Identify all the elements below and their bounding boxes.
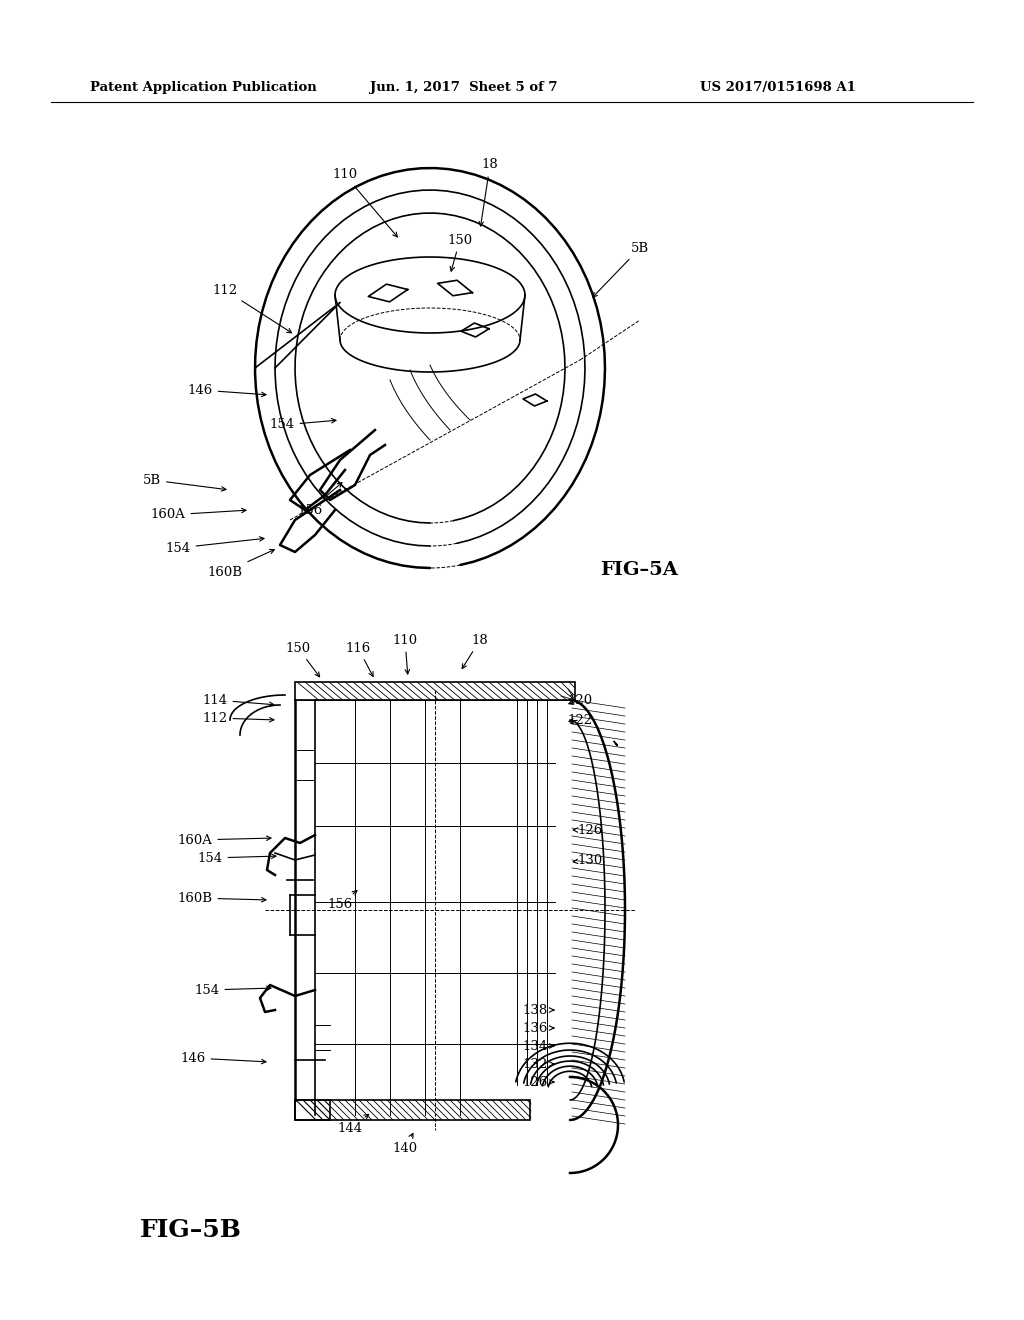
Text: 136: 136 <box>522 1022 554 1035</box>
Text: Patent Application Publication: Patent Application Publication <box>90 82 316 95</box>
Bar <box>295 1100 330 1119</box>
Text: 154: 154 <box>198 851 276 865</box>
Text: 114: 114 <box>203 693 274 706</box>
Text: 130: 130 <box>573 854 603 866</box>
Text: 154: 154 <box>166 537 264 554</box>
Text: 120: 120 <box>567 693 593 706</box>
Text: US 2017/0151698 A1: US 2017/0151698 A1 <box>700 82 856 95</box>
Text: FIG–5A: FIG–5A <box>600 561 678 579</box>
Text: 112: 112 <box>203 711 274 725</box>
Text: 112: 112 <box>212 284 292 333</box>
Text: 18: 18 <box>479 158 499 226</box>
Text: 150: 150 <box>286 642 319 677</box>
Text: Jun. 1, 2017  Sheet 5 of 7: Jun. 1, 2017 Sheet 5 of 7 <box>370 82 557 95</box>
Text: 144: 144 <box>338 1114 369 1134</box>
Text: FIG–5B: FIG–5B <box>140 1218 242 1242</box>
Text: 132: 132 <box>522 1057 554 1071</box>
Text: 160A: 160A <box>151 508 246 521</box>
Text: 160B: 160B <box>177 891 266 904</box>
Text: 160A: 160A <box>177 833 271 846</box>
Text: 150: 150 <box>447 234 472 271</box>
Text: 18: 18 <box>462 634 488 669</box>
Text: 110: 110 <box>392 634 418 675</box>
Text: 116: 116 <box>345 642 373 676</box>
Text: 146: 146 <box>187 384 266 396</box>
Bar <box>295 1100 530 1119</box>
Text: 160B: 160B <box>208 549 274 578</box>
Text: 126: 126 <box>573 824 603 837</box>
Bar <box>295 682 575 700</box>
Text: 146: 146 <box>180 1052 266 1064</box>
Text: 126: 126 <box>522 1076 554 1089</box>
Text: 138: 138 <box>522 1003 554 1016</box>
Text: 5B: 5B <box>143 474 226 491</box>
Text: 5B: 5B <box>593 242 649 297</box>
Text: 122: 122 <box>567 714 593 726</box>
Text: 154: 154 <box>269 418 336 432</box>
Text: 156: 156 <box>328 891 357 912</box>
Text: 134: 134 <box>522 1040 554 1052</box>
Text: 154: 154 <box>195 983 271 997</box>
Text: 156: 156 <box>297 483 342 516</box>
Text: 110: 110 <box>333 169 397 236</box>
Text: 140: 140 <box>392 1134 418 1155</box>
